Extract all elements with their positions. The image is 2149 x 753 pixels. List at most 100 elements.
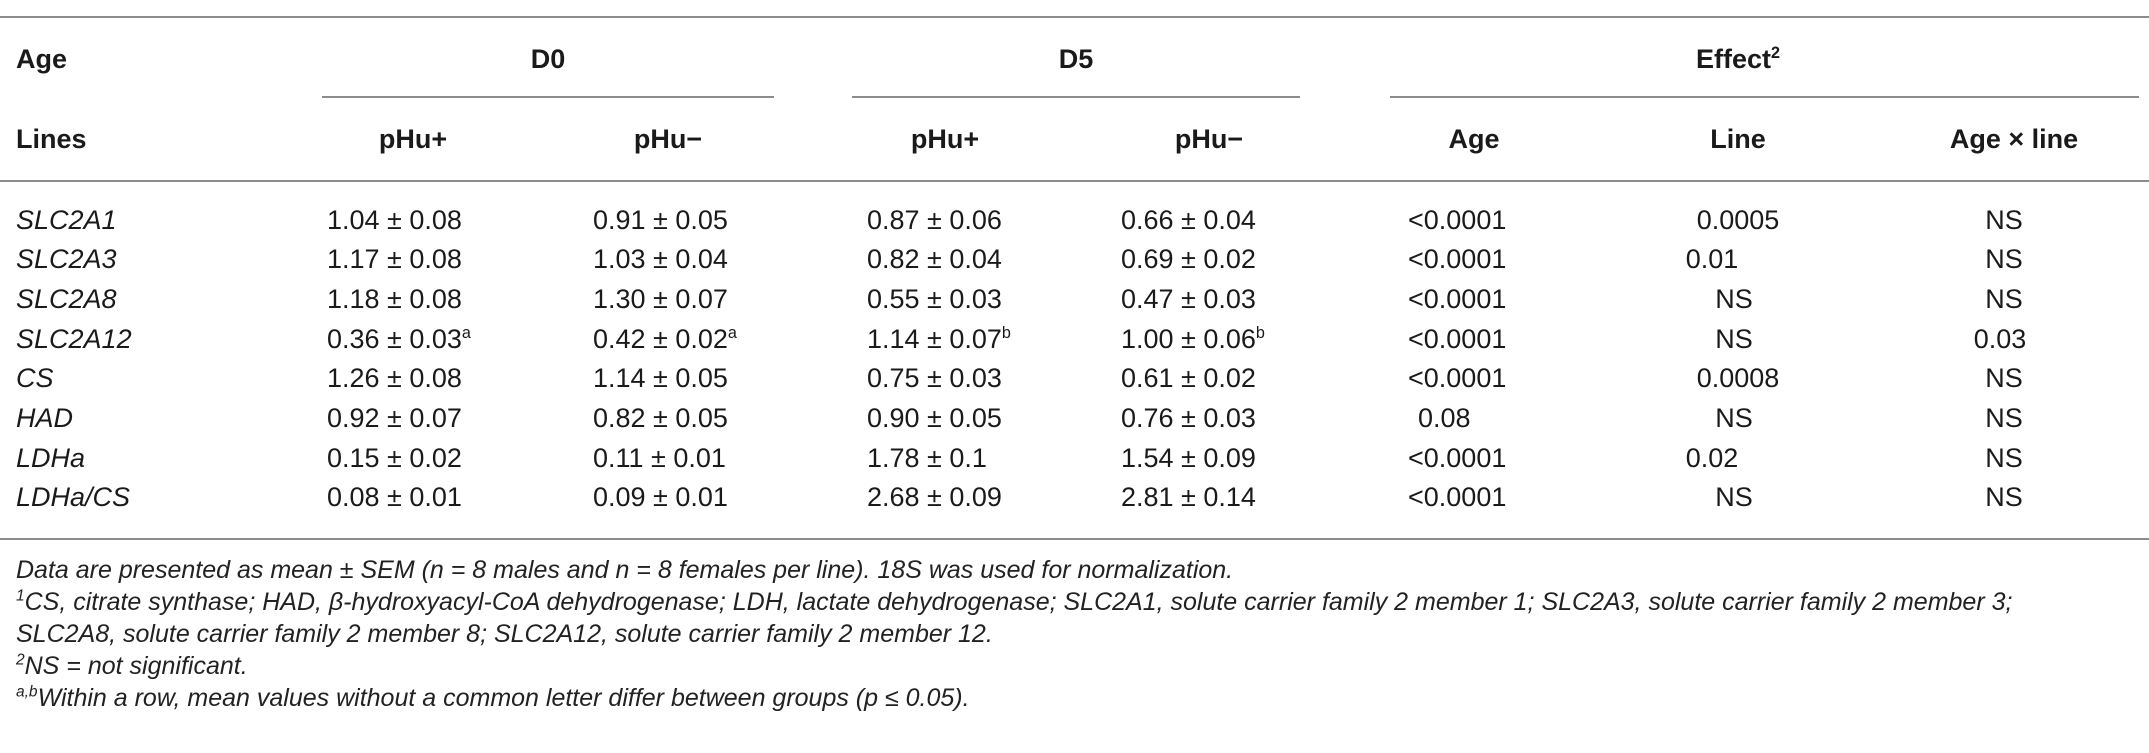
- col-header-effect-age-line: Age × line: [1949, 124, 2079, 154]
- d5-phu-minus-value: 1.54 ± 0.09: [1121, 443, 1256, 473]
- effect-line-value: 0.02: [1685, 443, 1739, 473]
- effect-age-value: 0.08: [1418, 403, 1471, 433]
- d0-phu-minus-value: 1.14 ± 0.05: [593, 363, 728, 393]
- d0-phu-minus-value: 0.42 ± 0.02a: [593, 322, 737, 356]
- effect-age-value: <0.0001: [1408, 244, 1507, 274]
- effect-age-line-value: 0.03: [1973, 324, 2027, 354]
- col-header-effect-line: Line: [1710, 124, 1766, 154]
- d5-phu-plus-value: 1.78 ± 0.1: [867, 443, 987, 473]
- table-footnotes: Data are presented as mean ± SEM (n = 8 …: [16, 554, 2012, 714]
- effect-line-value: 0.01: [1685, 244, 1739, 274]
- footnote-ns-sup: 2: [16, 651, 25, 669]
- top-rule: [0, 16, 2149, 18]
- gene-name: CS: [16, 363, 54, 393]
- header-d5: D5: [1058, 44, 1094, 74]
- footnote-letters-sup: a,b: [16, 683, 38, 701]
- d0-phu-minus-value: 1.30 ± 0.07: [593, 284, 728, 314]
- d0-phu-plus-value: 1.18 ± 0.08: [327, 284, 462, 314]
- d5-phu-minus-value: 0.76 ± 0.03: [1121, 403, 1256, 433]
- d5-phu-minus-value: 0.66 ± 0.04: [1121, 205, 1256, 235]
- effect-age-line-value: NS: [1985, 363, 2023, 393]
- header-effect-sup: 2: [1771, 44, 1781, 62]
- gene-name: HAD: [16, 403, 74, 433]
- d0-phu-plus-sup: a: [461, 324, 471, 342]
- effect-age-value: <0.0001: [1408, 363, 1507, 393]
- col-header-d5-phu-plus: pHu+: [910, 124, 980, 154]
- effect-age-value: <0.0001: [1408, 284, 1507, 314]
- d0-phu-minus-number: 0.42 ± 0.02: [593, 324, 728, 354]
- d0-phu-plus-value: 1.04 ± 0.08: [327, 205, 462, 235]
- d5-phu-plus-sup: b: [1001, 324, 1011, 342]
- d5-phu-plus-value: 0.87 ± 0.06: [867, 205, 1002, 235]
- d5-phu-minus-value: 1.00 ± 0.06b: [1121, 322, 1265, 356]
- effect-group-underline: [1390, 96, 2139, 98]
- d5-phu-plus-value: 0.90 ± 0.05: [867, 403, 1002, 433]
- effect-age-line-value: NS: [1985, 244, 2023, 274]
- effect-age-value: <0.0001: [1408, 205, 1507, 235]
- d5-phu-minus-value: 0.61 ± 0.02: [1121, 363, 1256, 393]
- d0-phu-minus-value: 0.91 ± 0.05: [593, 205, 728, 235]
- header-effect-label: Effect: [1695, 44, 1771, 74]
- d5-group-underline: [852, 96, 1300, 98]
- effect-line-value: 0.0008: [1696, 363, 1780, 393]
- d5-phu-plus-number: 1.14 ± 0.07: [867, 324, 1002, 354]
- col-header-effect-age: Age: [1448, 124, 1500, 154]
- d0-phu-plus-value: 1.17 ± 0.08: [327, 244, 462, 274]
- d5-phu-plus-value: 2.68 ± 0.09: [867, 482, 1002, 512]
- effect-age-value: <0.0001: [1408, 324, 1507, 354]
- d5-phu-plus-value: 1.14 ± 0.07b: [867, 322, 1011, 356]
- d5-phu-minus-number: 1.00 ± 0.06: [1121, 324, 1256, 354]
- gene-name: SLC2A8: [16, 284, 117, 314]
- header-age-label: Age: [16, 44, 68, 74]
- col-header-d0-phu-plus: pHu+: [378, 124, 448, 154]
- d0-phu-plus-value: 0.08 ± 0.01: [327, 482, 462, 512]
- gene-name: SLC2A3: [16, 244, 117, 274]
- footnote-letters: a,bWithin a row, mean values without a c…: [16, 682, 2012, 714]
- d5-phu-minus-value: 0.47 ± 0.03: [1121, 284, 1256, 314]
- effect-line-value: NS: [1715, 403, 1753, 433]
- d0-phu-plus-value: 0.92 ± 0.07: [327, 403, 462, 433]
- effect-line-value: 0.0005: [1696, 205, 1780, 235]
- footnote-ns: 2NS = not significant.: [16, 650, 2012, 682]
- gene-name: SLC2A1: [16, 205, 117, 235]
- effect-age-value: <0.0001: [1408, 443, 1507, 473]
- header-lines-label: Lines: [16, 124, 87, 154]
- footnote-letters-text: Within a row, mean values without a comm…: [37, 684, 970, 712]
- effect-age-line-value: NS: [1985, 403, 2023, 433]
- d0-phu-plus-value: 0.15 ± 0.02: [327, 443, 462, 473]
- effect-age-line-value: NS: [1985, 284, 2023, 314]
- footnote-data-presentation: Data are presented as mean ± SEM (n = 8 …: [16, 556, 1234, 584]
- d0-phu-minus-value: 0.11 ± 0.01: [593, 443, 726, 473]
- d5-phu-minus-sup: b: [1255, 324, 1265, 342]
- header-effect: Effect2: [1696, 42, 1780, 76]
- d0-phu-plus-number: 0.36 ± 0.03: [327, 324, 462, 354]
- footnote-abbreviations-sup: 1: [16, 587, 25, 605]
- d0-phu-minus-value: 0.09 ± 0.01: [593, 482, 728, 512]
- d0-group-underline: [322, 96, 774, 98]
- d0-phu-minus-sup: a: [727, 324, 737, 342]
- effect-age-value: <0.0001: [1408, 482, 1507, 512]
- d0-phu-plus-value: 0.36 ± 0.03a: [327, 322, 471, 356]
- effect-age-line-value: NS: [1985, 482, 2023, 512]
- table-bottom-rule: [0, 538, 2149, 540]
- header-bottom-rule: [0, 180, 2149, 182]
- effect-age-line-value: NS: [1985, 205, 2023, 235]
- d0-phu-minus-value: 0.82 ± 0.05: [593, 403, 728, 433]
- d5-phu-minus-value: 0.69 ± 0.02: [1121, 244, 1256, 274]
- footnote-abbreviations-cont: SLC2A8, solute carrier family 2 member 8…: [16, 620, 993, 648]
- d5-phu-plus-value: 0.75 ± 0.03: [867, 363, 1002, 393]
- effect-line-value: NS: [1715, 482, 1753, 512]
- d5-phu-minus-value: 2.81 ± 0.14: [1121, 482, 1256, 512]
- effect-age-line-value: NS: [1985, 443, 2023, 473]
- effect-line-value: NS: [1715, 284, 1753, 314]
- d5-phu-plus-value: 0.82 ± 0.04: [867, 244, 1002, 274]
- col-header-d5-phu-minus: pHu−: [1174, 124, 1244, 154]
- footnote-ns-text: NS = not significant.: [24, 652, 248, 680]
- gene-name: LDHa: [16, 443, 86, 473]
- d5-phu-plus-value: 0.55 ± 0.03: [867, 284, 1002, 314]
- effect-line-value: NS: [1715, 324, 1753, 354]
- col-header-d0-phu-minus: pHu−: [633, 124, 703, 154]
- gene-name: SLC2A12: [16, 324, 132, 354]
- header-d0: D0: [530, 44, 566, 74]
- footnote-abbreviations: 1CS, citrate synthase; HAD, β-hydroxyacy…: [16, 586, 2012, 618]
